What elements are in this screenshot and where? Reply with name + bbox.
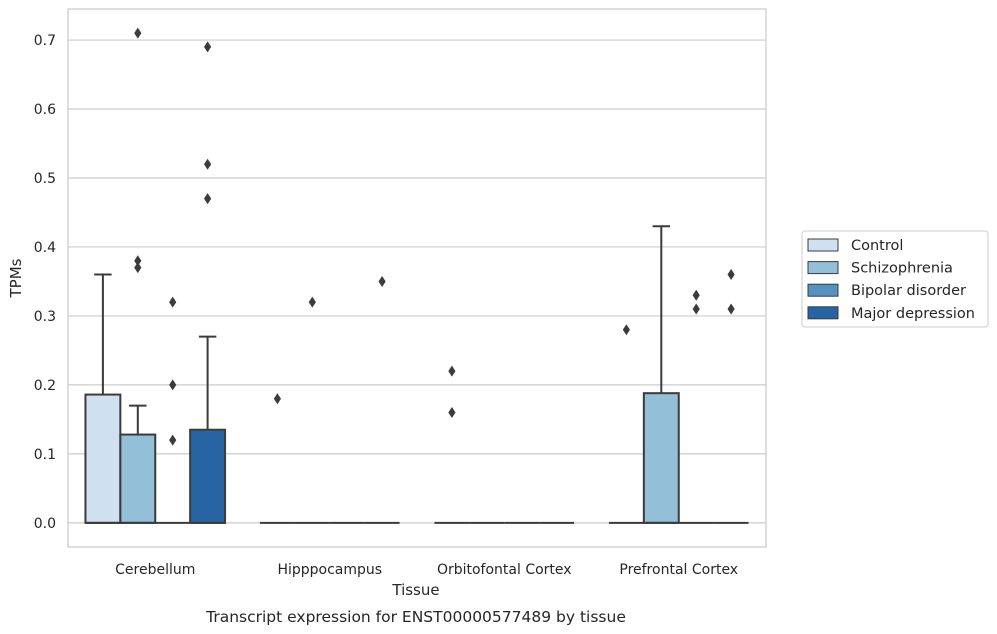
box-major-depression (189, 41, 227, 524)
y-tick-label: 0.4 (34, 240, 56, 256)
outlier-point (448, 365, 456, 377)
box-iqr (119, 433, 157, 524)
x-tick-label: Orbitofontal Cortex (437, 562, 572, 578)
legend-frame (801, 230, 989, 328)
outlier-point (308, 296, 316, 308)
box-major-depression (364, 275, 400, 524)
y-tick-label: 0.2 (34, 378, 56, 394)
y-tick-label: 0.1 (34, 447, 56, 463)
x-axis-title: Tissue (391, 581, 439, 599)
outlier-point (378, 275, 386, 287)
box-iqr (84, 393, 122, 524)
legend-label: Control (851, 238, 903, 254)
outlier-point (692, 303, 700, 315)
box-bipolar-disorder (155, 296, 191, 524)
legend-label: Schizophrenia (851, 261, 953, 277)
outlier-point (727, 303, 735, 315)
outlier-point (273, 393, 281, 405)
plot-frame (67, 8, 767, 548)
outlier-point (622, 324, 630, 336)
outlier-point (169, 379, 177, 391)
outlier-point (204, 41, 212, 53)
box-control (608, 324, 644, 524)
boxes-layer (84, 27, 749, 524)
y-tick-label: 0.5 (34, 171, 56, 187)
y-axis-title: TPMs (7, 258, 25, 298)
y-tick-label: 0.0 (34, 516, 56, 532)
outlier-point (134, 262, 142, 274)
y-axis: 0.0 0.1 0.2 0.3 0.4 0.5 0.6 0.7 (34, 33, 56, 532)
x-tick-label: Hipppocampus (277, 562, 382, 578)
x-axis: Cerebellum Hipppocampus Orbitofontal Corte… (115, 562, 738, 578)
outlier-point (448, 407, 456, 418)
outlier-point (204, 158, 212, 170)
box-bipolar-disorder (678, 289, 714, 524)
y-tick-label: 0.6 (34, 102, 56, 118)
legend-label: Bipolar disorder (851, 283, 966, 299)
box-iqr (642, 392, 680, 524)
legend-swatch (807, 283, 839, 297)
box-schizophrenia (119, 27, 157, 524)
outlier-point (204, 193, 212, 205)
x-tick-label: Prefrontal Cortex (619, 562, 738, 578)
box-schizophrenia (642, 225, 680, 524)
box-control (259, 393, 295, 524)
chart-caption: Transcript expression for ENST0000057748… (205, 608, 626, 626)
box-schizophrenia (294, 296, 330, 524)
legend-swatch (807, 238, 839, 252)
legend-swatch (807, 306, 839, 320)
box-major-depression (713, 269, 749, 524)
outlier-point (134, 27, 142, 39)
outlier-point (727, 269, 735, 281)
box-control (434, 365, 470, 524)
y-tick-label: 0.3 (34, 309, 56, 325)
box-iqr (189, 428, 227, 524)
legend-label: Major depression (851, 306, 975, 322)
outlier-point (169, 296, 177, 308)
outlier-point (169, 434, 177, 446)
outlier-point (692, 289, 700, 301)
outlier-point (134, 255, 142, 267)
x-tick-label: Cerebellum (115, 562, 195, 578)
legend: Control Schizophrenia Bipolar disorder Majo… (801, 230, 989, 328)
legend-swatch (807, 261, 839, 275)
y-tick-label: 0.7 (34, 33, 56, 49)
